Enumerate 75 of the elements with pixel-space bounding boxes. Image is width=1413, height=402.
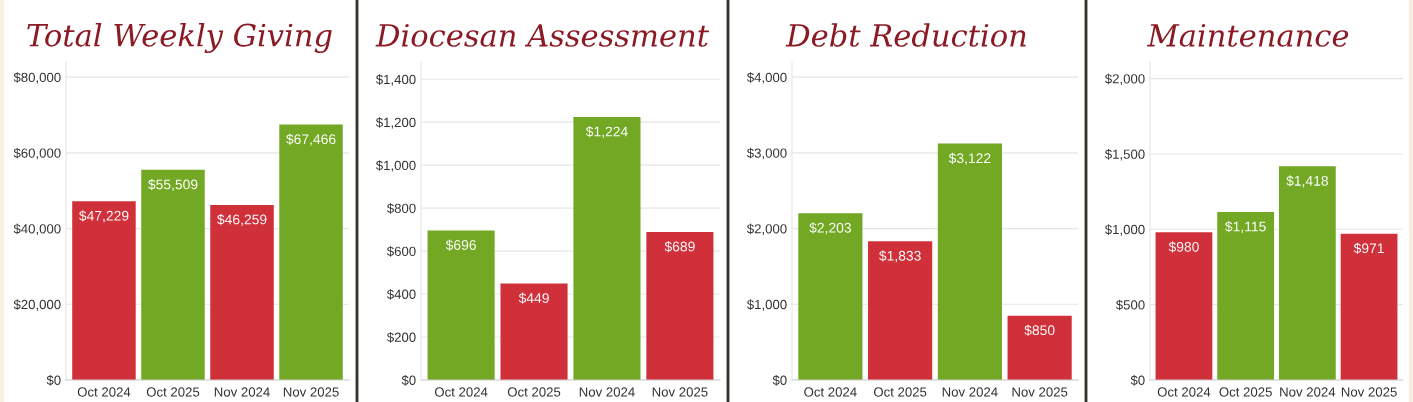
- data-label: $47,229: [79, 210, 129, 223]
- chart-title: Total Weekly Giving: [27, 23, 332, 53]
- x-tick-label: Nov 2024: [214, 387, 270, 397]
- bar: [1278, 166, 1336, 380]
- bar: [573, 117, 641, 380]
- x-tick-label: Nov 2024: [579, 387, 635, 397]
- data-label: $689: [664, 241, 695, 253]
- data-label: $696: [445, 239, 476, 251]
- x-tick-label: Oct 2024: [434, 387, 488, 397]
- data-label: $1,115: [1225, 221, 1266, 234]
- y-tick-label: $80,000: [13, 72, 61, 84]
- bar: [1007, 315, 1072, 380]
- x-tick-label: Nov 2025: [283, 387, 339, 397]
- y-tick-label: $500: [1115, 299, 1145, 311]
- chart-title: Maintenance: [1146, 23, 1349, 47]
- bar: [141, 169, 205, 380]
- y-tick-label: $1,500: [1104, 148, 1145, 161]
- y-tick-label: $0: [772, 375, 787, 386]
- y-tick-label: $4,000: [746, 72, 787, 84]
- data-label: $1,833: [879, 250, 921, 263]
- y-tick-label: $600: [386, 246, 416, 257]
- y-tick-label: $2,000: [1104, 73, 1145, 86]
- x-tick-label: Oct 2024: [804, 387, 857, 397]
- x-tick-label: Oct 2024: [1157, 387, 1211, 397]
- y-tick-label: $0: [46, 375, 61, 386]
- data-label: $980: [1168, 241, 1199, 253]
- y-tick-label: $40,000: [13, 223, 61, 236]
- bar: [1155, 232, 1213, 380]
- chart-title: Debt Reduction: [785, 23, 1026, 47]
- y-tick-label: $0: [1130, 375, 1145, 386]
- y-tick-label: $1,400: [375, 74, 416, 86]
- data-label: $1,418: [1286, 175, 1328, 188]
- data-label: $449: [518, 292, 549, 304]
- bar: [279, 124, 343, 380]
- x-tick-label: Nov 2025: [652, 387, 708, 397]
- bar: [427, 230, 495, 380]
- bar: [868, 241, 933, 380]
- y-tick-label: $400: [386, 289, 416, 300]
- bar: [210, 204, 274, 380]
- y-tick-label: $1,000: [1104, 224, 1145, 236]
- y-tick-label: $1,000: [375, 160, 416, 172]
- x-tick-label: Nov 2024: [942, 387, 998, 397]
- y-tick-label: $1,200: [375, 117, 416, 129]
- data-label: $1,224: [585, 126, 628, 139]
- y-tick-label: $60,000: [13, 147, 61, 160]
- bar: [1217, 211, 1275, 380]
- y-tick-label: $0: [401, 375, 416, 386]
- bar: [798, 213, 863, 380]
- x-tick-label: Oct 2025: [507, 387, 561, 397]
- bar: [72, 201, 136, 380]
- data-label: $55,509: [148, 178, 198, 191]
- chart-title: Diocesan Assessment: [375, 23, 710, 47]
- data-label: $850: [1024, 324, 1055, 336]
- bar: [500, 283, 568, 380]
- x-tick-label: Oct 2025: [1219, 387, 1272, 397]
- y-tick-label: $3,000: [746, 147, 787, 160]
- data-label: $3,122: [948, 152, 991, 165]
- y-tick-label: $20,000: [13, 299, 61, 311]
- y-tick-label: $1,000: [746, 299, 787, 311]
- x-tick-label: Oct 2025: [146, 387, 200, 397]
- x-tick-label: Nov 2024: [1280, 387, 1336, 397]
- y-tick-label: $2,000: [746, 223, 787, 236]
- y-tick-label: $800: [386, 203, 416, 214]
- x-tick-label: Nov 2025: [1341, 387, 1397, 397]
- bar: [646, 231, 714, 380]
- bar: [937, 143, 1002, 380]
- data-label: $971: [1353, 242, 1384, 254]
- x-tick-label: Nov 2025: [1012, 387, 1068, 397]
- bar: [1340, 233, 1398, 380]
- data-label: $67,466: [286, 133, 336, 146]
- data-label: $2,203: [809, 222, 851, 235]
- y-tick-label: $200: [386, 332, 416, 343]
- x-tick-label: Oct 2025: [873, 387, 927, 397]
- x-tick-label: Oct 2024: [77, 387, 131, 397]
- data-label: $46,259: [217, 213, 267, 226]
